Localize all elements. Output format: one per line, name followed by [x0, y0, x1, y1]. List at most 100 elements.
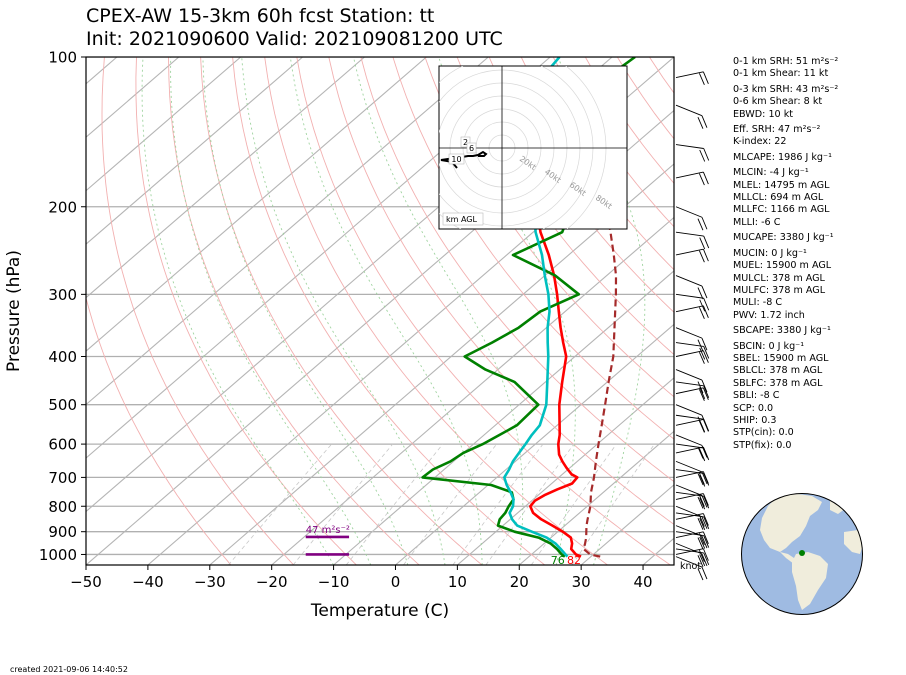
created-timestamp: created 2021-09-06 14:40:52 — [10, 665, 128, 674]
temperature-line — [525, 77, 582, 558]
surface-temperature-label: 82 — [567, 554, 581, 567]
dry-adiabat — [488, 57, 674, 313]
dry-adiabat — [232, 57, 545, 565]
x-tick-label: 30 — [572, 573, 591, 591]
parameter-line: MUEL: 15900 m AGL — [733, 260, 832, 272]
x-tick-label: −30 — [194, 573, 226, 591]
wind-barb — [675, 419, 709, 433]
hodograph-trace — [440, 150, 488, 169]
wind-barb — [675, 231, 710, 250]
dry-adiabat — [649, 57, 674, 94]
wind-barb — [675, 171, 709, 186]
moist-adiabat — [557, 57, 646, 565]
mixing-ratio-line — [452, 443, 544, 565]
wind-barb — [675, 305, 709, 319]
x-tick-label: −40 — [132, 573, 164, 591]
parameter-line: MULFC: 378 m AGL — [733, 284, 826, 296]
svg-text:km AGL: km AGL — [446, 215, 478, 224]
isotherm — [271, 216, 674, 565]
x-tick-label: 40 — [634, 573, 653, 591]
dry-adiabat — [520, 57, 674, 271]
wind-barb — [675, 525, 708, 550]
wind-barb — [675, 505, 708, 530]
dewpoint-line — [421, 57, 636, 558]
isotherm — [86, 57, 303, 245]
dry-adiabat — [714, 57, 731, 565]
y-tick-label: 200 — [48, 198, 77, 216]
parameter-line: 0-6 km Shear: 8 kt — [733, 96, 823, 108]
parameter-line: PWV: 1.72 inch — [733, 309, 805, 321]
y-tick-label: 900 — [48, 523, 77, 541]
wind-barb — [675, 71, 709, 85]
wind-barb — [675, 275, 708, 300]
mixing-ratio-line — [530, 443, 617, 565]
dry-adiabat — [200, 57, 483, 565]
wind-barb — [675, 556, 708, 581]
parameter-line: STP(cin): 0.0 — [733, 427, 794, 439]
moist-adiabat — [170, 57, 372, 565]
parameter-line: K-index: 22 — [733, 136, 787, 148]
y-tick-label: 100 — [48, 49, 77, 67]
dry-adiabat — [424, 57, 674, 398]
north-america-shape — [760, 494, 822, 552]
parameter-line: MLCIN: -4 J kg⁻¹ — [733, 167, 809, 179]
surface-dewpoint-label: 76 — [551, 554, 565, 567]
srh-bar-label: 47 m²s⁻² — [306, 525, 350, 536]
x-tick-label: −20 — [256, 573, 288, 591]
isotherm — [518, 430, 674, 565]
parameter-line: SBCAPE: 3380 J kg⁻¹ — [733, 325, 831, 337]
wind-barb — [675, 248, 709, 263]
mixing-ratio-line — [403, 443, 498, 565]
hodograph-agl-label: km AGL — [442, 212, 484, 226]
y-tick-label: 300 — [48, 286, 77, 304]
mixing-ratio-line — [228, 443, 332, 565]
mixing-ratio-line — [292, 443, 394, 565]
chart-title: CPEX-AW 15-3km 60h fcst Station: tt — [86, 5, 435, 27]
dry-adiabat — [101, 57, 295, 565]
wind-barb — [675, 469, 710, 487]
x-tick-label: −50 — [70, 573, 102, 591]
parameter-line: 0-1 km Shear: 11 kt — [733, 68, 829, 80]
dry-adiabat — [296, 57, 671, 565]
parameter-line: MLCAPE: 1986 J kg⁻¹ — [733, 151, 832, 163]
parameter-line: STP(fix): 0.0 — [733, 439, 792, 451]
parameter-line: SBLFC: 378 m AGL — [733, 377, 823, 389]
wind-barb — [675, 548, 709, 562]
dry-adiabat — [86, 296, 232, 565]
parameter-line: MLLFC: 1166 m AGL — [733, 204, 830, 216]
wind-barb — [675, 369, 708, 394]
wind-barb — [675, 484, 708, 509]
wind-barb — [675, 350, 709, 364]
parameter-line: EBWD: 10 kt — [733, 108, 794, 120]
skewt-chart: 47 m²s⁻² 76 82 −50 −40 −30 −20 −10 0 10 20 30 40 100… — [4, 49, 731, 621]
isotherm — [705, 57, 730, 565]
wind-barb — [675, 443, 710, 462]
dry-adiabat — [392, 57, 674, 440]
wind-barb — [675, 387, 709, 401]
y-tick-label: 400 — [48, 348, 77, 366]
moist-adiabat — [241, 57, 446, 565]
parameter-line: MULI: -8 C — [733, 297, 783, 309]
hodograph-height-label: 2 — [460, 136, 471, 148]
dry-adiabat — [456, 57, 674, 356]
wind-barb — [675, 460, 708, 486]
x-axis-label: Temperature (C) — [310, 601, 449, 621]
sounding-parameters: 0-1 km SRH: 51 m²s⁻² 0-1 km Shear: 11 kt 0… — [733, 56, 838, 452]
isotherm — [86, 57, 365, 299]
wind-barb — [675, 513, 709, 527]
isotherm — [457, 377, 674, 565]
moist-adiabat — [202, 57, 409, 565]
africa-shape — [844, 530, 863, 554]
south-america-shape — [792, 552, 828, 610]
wind-barb — [675, 414, 710, 433]
y-tick-label: 1000 — [39, 546, 77, 564]
wind-barb — [675, 342, 710, 360]
wind-barb — [675, 542, 708, 568]
y-tick-label: 800 — [48, 498, 77, 516]
hodograph-height-label: 10 — [448, 153, 465, 165]
x-tick-label: −10 — [318, 573, 350, 591]
y-tick-label: 500 — [48, 396, 77, 414]
parameter-line: MULCL: 378 m AGL — [733, 272, 825, 284]
parameter-line: 0-3 km SRH: 43 m²s⁻² — [733, 83, 839, 95]
parameter-line: SBLCL: 378 m AGL — [733, 365, 823, 377]
